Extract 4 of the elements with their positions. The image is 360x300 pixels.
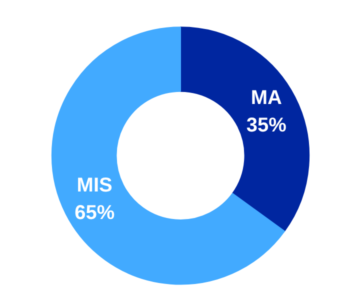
slice-label: MA: [250, 87, 282, 110]
data-label: 65%: [74, 202, 115, 224]
data-label: 35%: [246, 114, 287, 137]
slice-label: MIS: [76, 174, 112, 197]
